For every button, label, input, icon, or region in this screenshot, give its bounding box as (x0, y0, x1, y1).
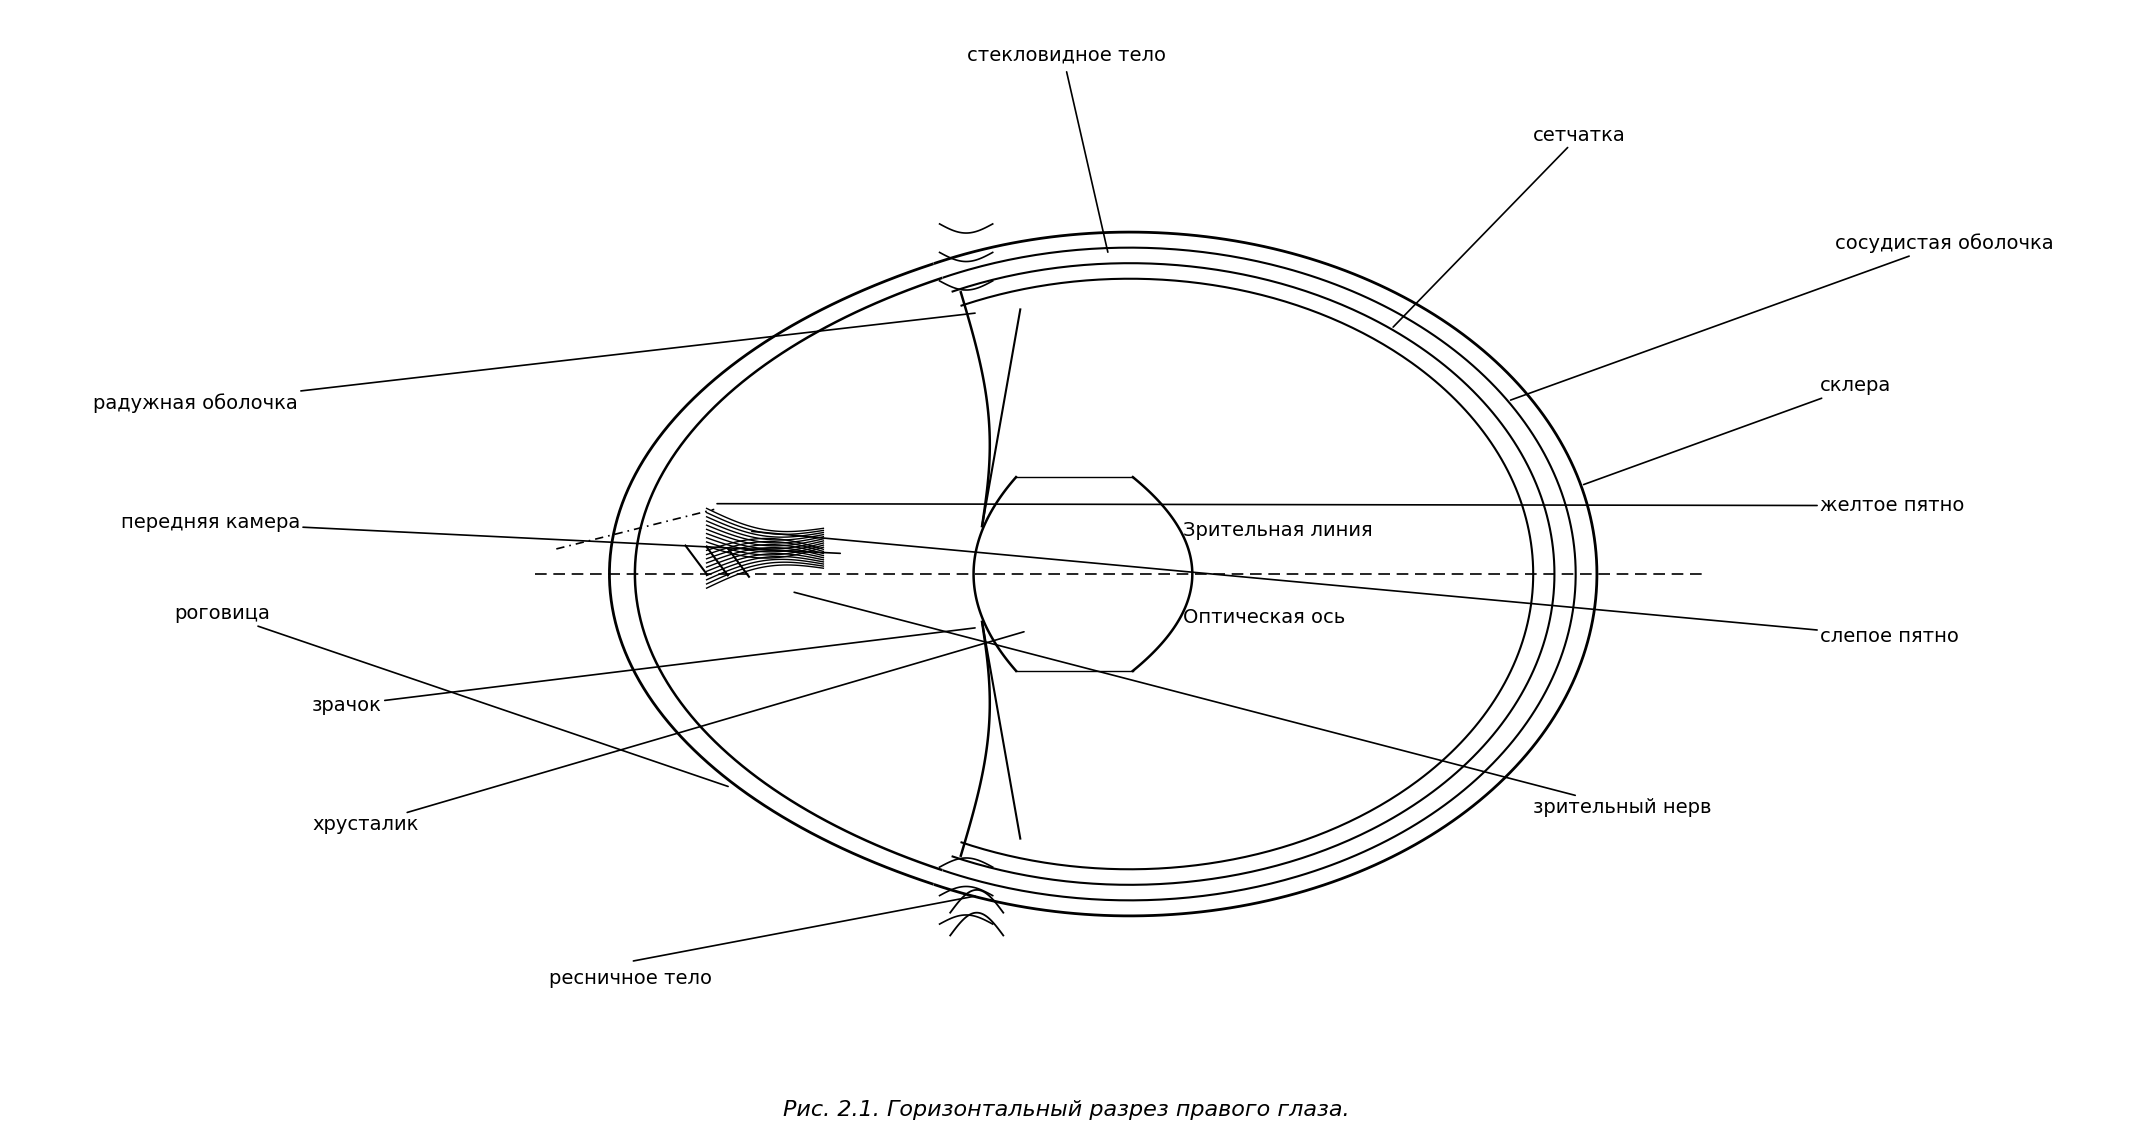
Text: сосудистая оболочка: сосудистая оболочка (1512, 234, 2053, 401)
Text: склера: склера (1584, 377, 1891, 484)
Text: Зрительная линия: Зрительная линия (1183, 521, 1373, 541)
Text: зрачок: зрачок (311, 628, 974, 714)
Text: Рис. 2.1. Горизонтальный разрез правого глаза.: Рис. 2.1. Горизонтальный разрез правого … (782, 1100, 1350, 1119)
Text: сетчатка: сетчатка (1392, 126, 1627, 327)
Text: радужная оболочка: радужная оболочка (94, 313, 974, 413)
Text: слепое пятно: слепое пятно (753, 532, 1959, 646)
Text: передняя камера: передняя камера (122, 513, 840, 553)
Text: зрительный нерв: зрительный нерв (793, 592, 1712, 817)
Text: хрусталик: хрусталик (311, 631, 1023, 835)
Text: стекловидное тело: стекловидное тело (966, 46, 1166, 65)
Text: Оптическая ось: Оптическая ось (1183, 607, 1345, 627)
Text: роговица: роговица (175, 604, 729, 786)
Text: желтое пятно: желтое пятно (716, 496, 1964, 515)
Text: ресничное тело: ресничное тело (550, 969, 712, 988)
